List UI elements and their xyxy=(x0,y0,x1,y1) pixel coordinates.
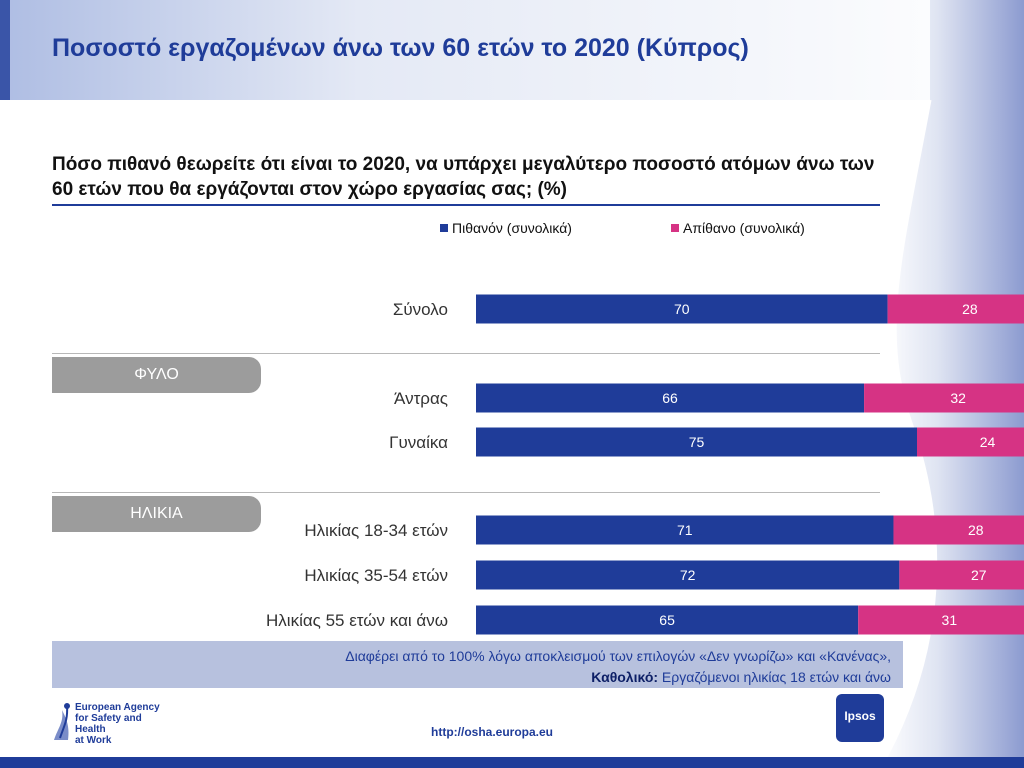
agency-name: European Agency for Safety and Health at… xyxy=(75,702,175,746)
agency-logo-icon xyxy=(54,703,70,740)
category-label: Γυναίκα xyxy=(389,433,448,452)
legend-swatch-likely xyxy=(440,224,448,232)
bar-likely xyxy=(476,294,888,324)
category-label: Άντρας xyxy=(394,389,448,408)
section-tag-age: ΗΛΙΚΙΑ xyxy=(52,496,261,532)
data-label-unlikely: 28 xyxy=(962,301,978,317)
data-label-likely: 65 xyxy=(659,612,675,628)
legend-swatch-unlikely xyxy=(671,224,679,232)
legend-item-likely: Πιθανόν (συνολικά) xyxy=(440,220,572,236)
legend-label-unlikely: Απίθανο (συνολικά) xyxy=(683,220,805,236)
bar-unlikely xyxy=(917,427,1024,457)
bar-unlikely xyxy=(887,294,1024,324)
legend-item-unlikely: Απίθανο (συνολικά) xyxy=(671,220,805,236)
agency-name-line-3: at Work xyxy=(75,735,112,746)
legend-label-likely: Πιθανόν (συνολικά) xyxy=(452,220,572,236)
page-title: Ποσοστό εργαζομένων άνω των 60 ετών το 2… xyxy=(52,34,749,62)
data-label-unlikely: 27 xyxy=(971,567,987,583)
data-label-unlikely: 32 xyxy=(950,390,966,406)
footnote-box: Διαφέρει από το 100% λόγω αποκλεισμού τω… xyxy=(52,641,903,688)
section-divider-gender xyxy=(52,353,880,354)
agency-name-line-1: European Agency xyxy=(75,702,160,713)
bar-unlikely xyxy=(858,605,1024,635)
category-label: Ηλικίας 55 ετών και άνω xyxy=(266,611,448,630)
data-label-likely: 71 xyxy=(677,522,693,538)
survey-question: Πόσο πιθανό θεωρείτε ότι είναι το 2020, … xyxy=(52,154,875,200)
bar-unlikely xyxy=(864,383,1024,413)
data-label-likely: 70 xyxy=(674,301,690,317)
website-link[interactable]: http://osha.europa.eu xyxy=(431,725,554,739)
category-label: Ηλικίας 35-54 ετών xyxy=(304,566,448,585)
data-label-likely: 75 xyxy=(689,434,705,450)
bar-likely xyxy=(476,515,894,545)
footnote-note: Διαφέρει από το 100% λόγω αποκλεισμού τω… xyxy=(345,648,891,664)
data-label-unlikely: 31 xyxy=(942,612,958,628)
bar-likely xyxy=(476,605,859,635)
bar-unlikely xyxy=(893,515,1024,545)
category-label: Σύνολο xyxy=(393,300,448,319)
bar-likely xyxy=(476,560,900,590)
category-label: Ηλικίας 18-34 ετών xyxy=(304,521,448,540)
bar-likely xyxy=(476,427,917,457)
question-divider xyxy=(52,204,880,206)
bar-unlikely xyxy=(899,560,1024,590)
agency-name-line-2: for Safety and Health xyxy=(75,713,142,735)
data-label-likely: 72 xyxy=(680,567,696,583)
footnote-base-label: Καθολικό: xyxy=(591,669,659,685)
data-label-likely: 66 xyxy=(662,390,678,406)
ipsos-logo: Ipsos xyxy=(836,694,884,742)
data-label-unlikely: 24 xyxy=(980,434,996,450)
data-label-unlikely: 28 xyxy=(968,522,984,538)
footnote-base: Καθολικό: Εργαζόμενοι ηλικίας 18 ετών κα… xyxy=(591,669,891,685)
footnote-base-text: Εργαζόμενοι ηλικίας 18 ετών και άνω xyxy=(658,669,891,685)
ipsos-logo-text: Ipsos xyxy=(844,709,876,723)
bottom-band xyxy=(0,757,1024,768)
bar-likely xyxy=(476,383,865,413)
section-tag-gender: ΦΥΛΟ xyxy=(52,357,261,393)
section-divider-age xyxy=(52,492,880,493)
